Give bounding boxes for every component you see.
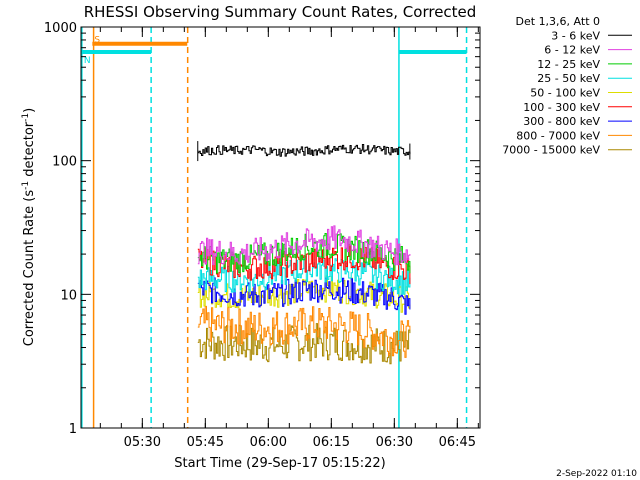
y-axis-label: Corrected Count Rate (s-1 detector-1): [21, 108, 37, 346]
plot-frame: [80, 26, 481, 429]
flag-bar-label: S: [94, 36, 100, 46]
legend-label: 25 - 50 keV: [537, 72, 600, 85]
legend-label: 50 - 100 keV: [530, 87, 600, 100]
series-line-25-50kev: [197, 255, 411, 295]
y-axis-label-sup1: -1: [21, 181, 31, 190]
footer-timestamp: 2-Sep-2022 01:10: [556, 469, 637, 479]
series-line-7000-15000kev: [197, 323, 411, 365]
series-line-6-12kev: [197, 225, 411, 266]
y-tick-label: 1000: [44, 21, 77, 36]
y-tick-label: 100: [52, 155, 77, 170]
y-axis-label-sup2: -1: [21, 113, 31, 122]
flag-bar-label: N: [84, 56, 91, 66]
x-tick-label: 06:00: [250, 435, 287, 450]
legend-label: 7000 - 15000 keV: [502, 144, 600, 157]
y-axis-label-part3: ): [22, 108, 37, 113]
legend-title: Det 1,3,6, Att 0: [516, 15, 600, 28]
y-axis-label-part1: Corrected Count Rate (s: [22, 190, 37, 347]
x-tick-label: 05:45: [187, 435, 224, 450]
y-tick-label: 1: [69, 422, 77, 437]
x-axis-label: Start Time (29-Sep-17 05:15:22): [174, 456, 385, 471]
series-line-12-25kev: [197, 233, 411, 274]
legend-label: 3 - 6 keV: [551, 29, 600, 42]
chart-title: RHESSI Observing Summary Count Rates, Co…: [84, 3, 477, 21]
x-tick-label: 06:30: [376, 435, 413, 450]
legend-label: 100 - 300 keV: [523, 101, 600, 114]
x-tick-label: 06:45: [439, 435, 476, 450]
legend-label: 300 - 800 keV: [523, 115, 600, 128]
y-axis-label-part2: detector: [22, 121, 37, 181]
x-tick-label: 05:30: [124, 435, 161, 450]
legend-label: 800 - 7000 keV: [516, 129, 600, 142]
legend-label: 6 - 12 keV: [544, 44, 600, 57]
legend-label: 12 - 25 keV: [537, 58, 600, 71]
x-tick-label: 06:15: [313, 435, 350, 450]
series-line-300-800kev: [197, 277, 411, 315]
y-tick-label: 10: [60, 288, 77, 303]
series-line-800-7000kev: [197, 305, 411, 358]
series-line-3-6kev: [197, 144, 411, 157]
